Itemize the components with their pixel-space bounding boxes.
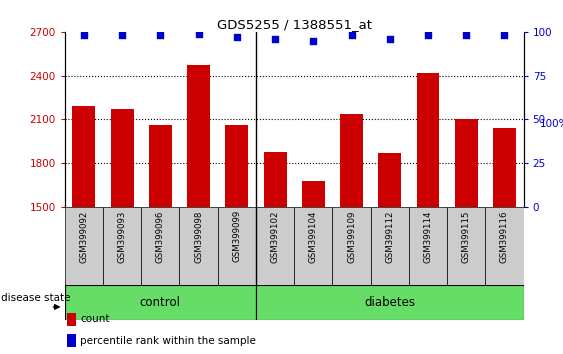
Point — [79, 33, 88, 38]
Text: GSM399102: GSM399102 — [271, 210, 280, 263]
Point — [156, 33, 165, 38]
Text: GSM399115: GSM399115 — [462, 210, 471, 263]
Bar — [455, 119, 477, 207]
Point — [500, 33, 509, 38]
Bar — [263, 152, 287, 207]
Bar — [180, 207, 218, 285]
Text: percentile rank within the sample: percentile rank within the sample — [80, 336, 256, 346]
Y-axis label: 100%: 100% — [540, 120, 563, 130]
Text: GSM399099: GSM399099 — [233, 210, 242, 262]
Point — [385, 36, 394, 42]
Bar — [493, 128, 516, 207]
Bar — [370, 207, 409, 285]
Bar — [225, 125, 248, 207]
Bar — [256, 207, 294, 285]
Text: GSM399093: GSM399093 — [118, 210, 127, 263]
Text: GSM399104: GSM399104 — [309, 210, 318, 263]
Point — [233, 34, 242, 40]
Bar — [378, 153, 401, 207]
Bar — [485, 207, 524, 285]
Bar — [417, 74, 440, 207]
Text: GSM399116: GSM399116 — [500, 210, 509, 263]
Bar — [73, 105, 95, 207]
Bar — [409, 207, 447, 285]
Text: diabetes: diabetes — [364, 296, 415, 309]
Bar — [187, 65, 210, 207]
Text: GSM399098: GSM399098 — [194, 210, 203, 263]
Point — [347, 33, 356, 38]
Text: disease state: disease state — [1, 293, 70, 303]
Bar — [149, 125, 172, 207]
Bar — [302, 181, 325, 207]
Point — [194, 31, 203, 36]
Point — [118, 33, 127, 38]
Point — [309, 38, 318, 44]
Point — [462, 33, 471, 38]
Text: GSM399096: GSM399096 — [156, 210, 165, 263]
Bar — [65, 285, 256, 320]
Text: GSM399114: GSM399114 — [423, 210, 432, 263]
Point — [423, 33, 432, 38]
Text: GSM399109: GSM399109 — [347, 210, 356, 263]
Point — [271, 36, 280, 42]
Bar — [256, 285, 524, 320]
Bar — [447, 207, 485, 285]
Text: GSM399112: GSM399112 — [385, 210, 394, 263]
Text: GSM399092: GSM399092 — [79, 210, 88, 263]
Bar — [65, 207, 103, 285]
Bar — [218, 207, 256, 285]
Bar — [294, 207, 332, 285]
Bar — [110, 109, 133, 207]
Bar — [103, 207, 141, 285]
Title: GDS5255 / 1388551_at: GDS5255 / 1388551_at — [217, 18, 372, 31]
Bar — [332, 207, 370, 285]
Bar — [340, 114, 363, 207]
Bar — [68, 313, 76, 326]
Bar — [68, 334, 76, 347]
Bar — [141, 207, 180, 285]
Text: control: control — [140, 296, 181, 309]
Text: count: count — [80, 314, 109, 325]
